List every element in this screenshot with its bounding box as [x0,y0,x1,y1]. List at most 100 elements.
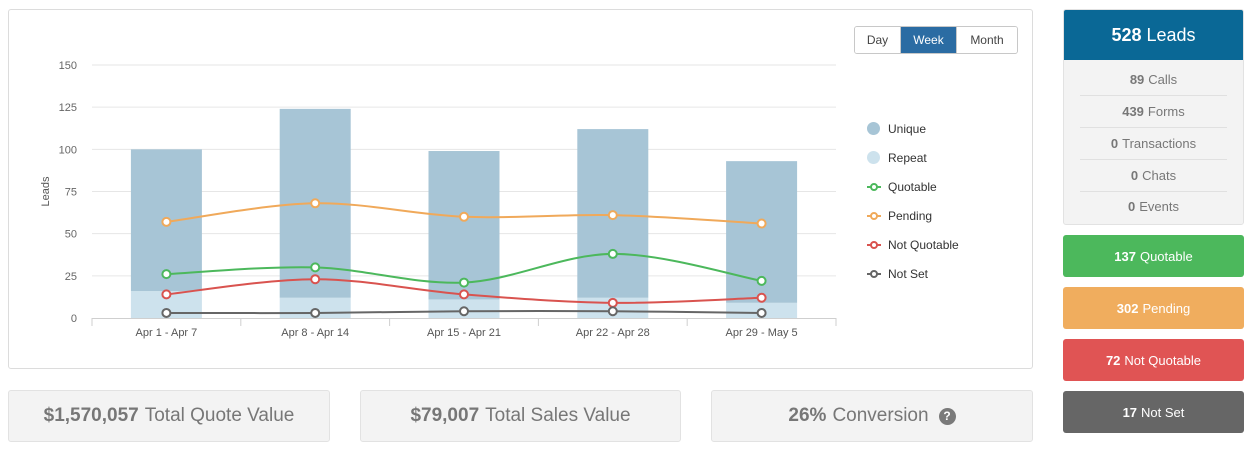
point-not-quotable [310,274,321,285]
legend-label: Unique [888,121,927,136]
not-quotable-label: Not Quotable [1124,352,1202,368]
pending-count: 302 [1116,300,1139,316]
quotable-label: Quotable [1139,248,1193,264]
not-quotable-status-button[interactable]: 72 Not Quotable [1063,339,1244,381]
month-button[interactable]: Month [956,27,1017,53]
leads-row-count: 439 [1122,104,1144,119]
point-not-quotable [459,289,469,300]
point-not-set [607,306,618,317]
leads-total-count: 528 [1111,24,1142,45]
total-quote-value: $1,570,057 Total Quote Value [8,390,330,442]
point-pending [756,218,767,229]
legend-item-unique[interactable]: Unique [867,114,959,143]
legend-label: Pending [888,208,933,223]
day-button[interactable]: Day [855,27,900,53]
leads-row-count: 0 [1130,168,1139,183]
leads-summary-card: 528 Leads 89 Calls 439 Forms 0 Transacti… [1063,9,1244,225]
point-not-set [310,307,321,318]
not-set-label: Not Set [1141,404,1185,420]
pending-label: Pending [1142,300,1191,316]
point-quotable [459,277,469,288]
week-button[interactable]: Week [900,27,956,53]
legend-item-repeat[interactable]: Repeat [867,143,959,172]
legend-item-quotable[interactable]: Quotable [867,172,959,201]
quotable-status-button[interactable]: 137 Quotable [1063,235,1244,277]
total-sales-value-label: Total Sales Value [485,405,631,426]
point-quotable [756,275,767,286]
x-tick-label: Apr 22 - Apr 28 [576,327,650,339]
legend-item-pending[interactable]: Pending [867,201,959,230]
point-not-quotable [161,289,172,300]
total-sales-value: $79,007 Total Sales Value [360,390,681,442]
point-not-set [459,306,469,317]
quotable-count: 137 [1114,248,1136,264]
point-quotable [161,269,172,280]
leads-row-transactions[interactable]: 0 Transactions [1080,128,1227,160]
legend-swatch-icon [867,150,881,165]
point-not-quotable [607,297,618,308]
leads-row-label: Calls [1148,72,1178,87]
y-tick-label: 0 [71,313,77,325]
conversion-rate-number: 26% [788,405,827,426]
legend-line-icon [867,180,881,194]
x-tick-label: Apr 29 - May 5 [726,327,798,339]
chart-legend: Unique Repeat Quotable Pending Not Quota… [867,114,959,288]
conversion-rate: 26% Conversion ? [711,390,1033,442]
x-tick-label: Apr 1 - Apr 7 [136,327,198,339]
point-not-set [756,307,767,318]
leads-row-count: 89 [1129,72,1145,87]
legend-line-icon [867,238,881,252]
leads-row-events[interactable]: 0 Events [1080,192,1227,221]
point-quotable [607,248,618,259]
legend-label: Repeat [888,150,927,165]
leads-row-label: Forms [1147,104,1185,119]
x-tick-label: Apr 8 - Apr 14 [281,327,349,339]
total-sales-value-number: $79,007 [410,405,480,426]
conversion-rate-label: Conversion [832,405,929,426]
y-tick-label: 125 [59,102,77,114]
x-tick-label: Apr 15 - Apr 21 [427,327,501,339]
legend-label: Quotable [888,179,937,194]
leads-row-label: Chats [1142,168,1177,183]
leads-row-count: 0 [1128,199,1136,214]
point-pending [161,216,172,227]
leads-row-label: Transactions [1122,136,1197,151]
bar-unique [428,151,500,300]
leads-total-label: Leads [1146,24,1196,45]
y-tick-label: 75 [65,187,77,199]
chart-panel: 0 25 50 75 100 125 150 Leads Apr 1 - Apr 7 Apr 8 … [8,9,1033,369]
total-quote-value-number: $1,570,057 [43,405,139,426]
leads-row-forms[interactable]: 439 Forms [1080,96,1227,128]
legend-label: Not Set [888,266,929,281]
legend-item-not-quotable[interactable]: Not Quotable [867,230,959,259]
leads-breakdown-list: 89 Calls 439 Forms 0 Transactions 0 Chat… [1064,60,1243,221]
leads-row-chats[interactable]: 0 Chats [1080,160,1227,192]
point-quotable [310,262,321,273]
y-tick-label: 25 [65,271,77,283]
point-pending [310,198,321,209]
legend-swatch-icon [867,121,881,136]
legend-line-icon [867,209,881,223]
leads-total-header[interactable]: 528 Leads [1064,10,1243,60]
y-axis-label: Leads [40,176,52,206]
point-pending [459,211,469,222]
pending-status-button[interactable]: 302 Pending [1063,287,1244,329]
legend-item-not-set[interactable]: Not Set [867,259,959,288]
not-quotable-count: 72 [1105,352,1121,368]
leads-chart: 0 25 50 75 100 125 150 Leads Apr 1 - Apr 7 Apr 8 … [40,60,837,339]
legend-line-icon [867,267,881,281]
leads-row-calls[interactable]: 89 Calls [1080,64,1227,96]
not-set-status-button[interactable]: 17 Not Set [1063,391,1244,433]
point-not-quotable [756,292,767,303]
point-pending [607,210,618,221]
total-quote-value-label: Total Quote Value [144,405,295,426]
y-tick-label: 50 [65,229,77,241]
not-set-count: 17 [1122,404,1138,420]
range-toggle: Day Week Month [854,26,1018,54]
leads-row-label: Events [1139,199,1179,214]
legend-label: Not Quotable [888,237,959,252]
point-not-set [161,307,172,318]
y-tick-label: 100 [59,144,77,156]
help-icon[interactable]: ? [938,407,956,425]
leads-row-count: 0 [1110,136,1119,151]
